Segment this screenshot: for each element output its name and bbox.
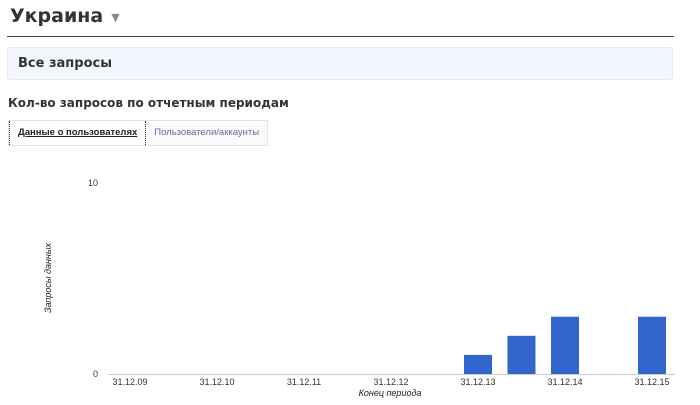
- x-tick-label: 31.12.14: [547, 377, 582, 387]
- y-axis-label: Запросы данных: [43, 242, 53, 313]
- section-title: Кол-во запросов по отчетным периодам: [8, 96, 289, 110]
- bar[interactable]: [638, 316, 666, 374]
- triangle-down-icon[interactable]: ▼: [111, 11, 120, 24]
- x-tick-label: 31.12.15: [634, 377, 669, 387]
- page-title[interactable]: Украина ▼: [10, 5, 120, 27]
- bar[interactable]: [507, 335, 536, 374]
- y-tick-label: 0: [93, 369, 98, 379]
- y-tick-label: 10: [88, 178, 98, 188]
- bar[interactable]: [551, 316, 579, 374]
- x-tick-label: 31.12.12: [373, 377, 408, 387]
- x-tick-label: 31.12.11: [287, 377, 321, 387]
- panel-title: Все запросы: [18, 56, 112, 71]
- country-name: Украина: [10, 5, 104, 27]
- divider: [7, 36, 674, 37]
- tab-bar: Данные о пользователях Пользователи/акка…: [8, 120, 269, 146]
- x-tick-label: 31.12.09: [112, 377, 147, 387]
- x-axis-label: Конец периода: [359, 388, 422, 398]
- tab-user-data[interactable]: Данные о пользователях: [9, 121, 147, 145]
- x-tick-label: 31.12.13: [460, 377, 495, 387]
- all-requests-panel: Все запросы: [7, 47, 673, 80]
- bar[interactable]: [464, 354, 492, 374]
- x-tick-label: 31.12.10: [199, 377, 234, 387]
- tab-users-accounts[interactable]: Пользователи/аккаунты: [154, 127, 260, 138]
